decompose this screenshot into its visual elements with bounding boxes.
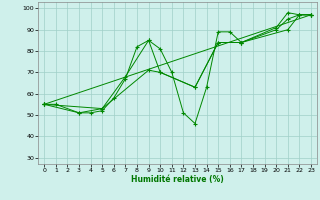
- X-axis label: Humidité relative (%): Humidité relative (%): [131, 175, 224, 184]
